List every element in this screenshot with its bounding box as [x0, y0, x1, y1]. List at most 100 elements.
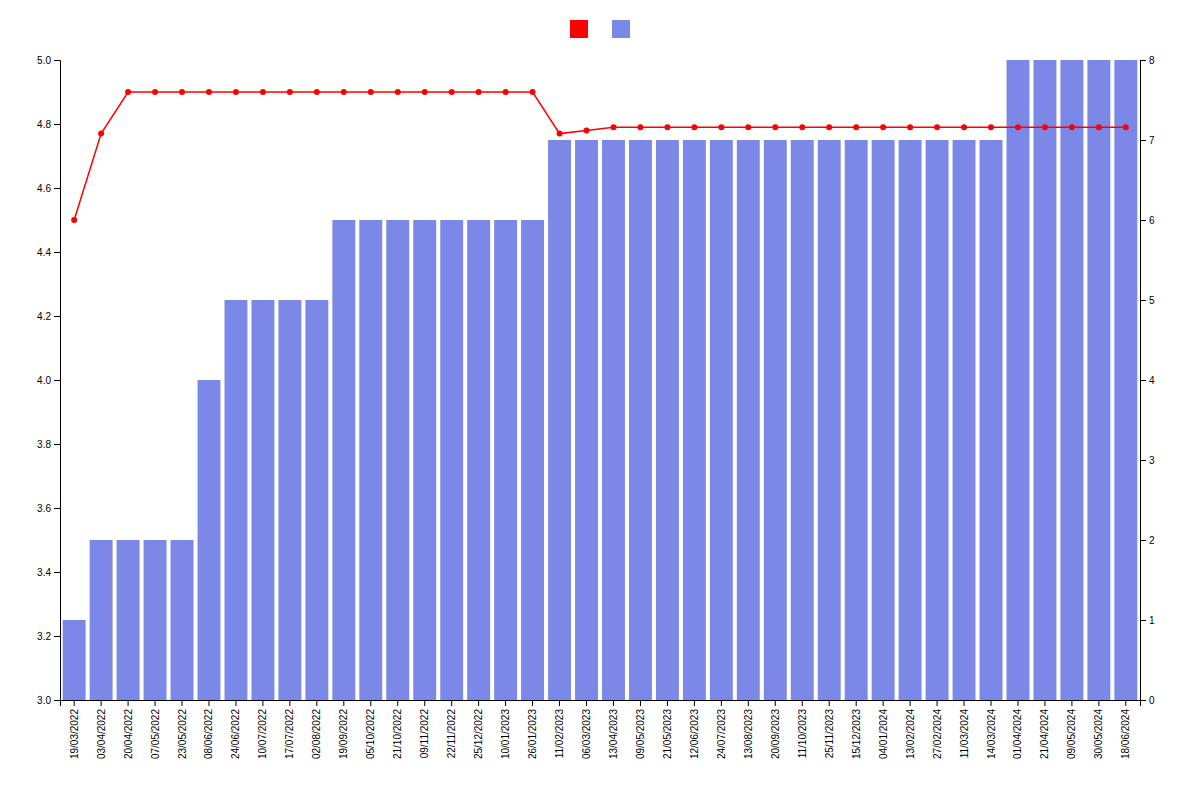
y-tick-mark — [54, 380, 60, 381]
line-marker — [584, 127, 590, 133]
x-tick-label: 02/08/2022 — [311, 709, 322, 759]
y-tick-mark — [54, 60, 60, 61]
line-marker — [799, 124, 805, 130]
line-series — [71, 89, 1129, 223]
x-tick-mark — [829, 700, 830, 706]
line-marker — [664, 124, 670, 130]
y-tick: 3.6 — [37, 503, 60, 514]
y2-tick-label: 8 — [1149, 55, 1155, 66]
y2-tick: 3 — [1140, 455, 1155, 466]
line-marker — [934, 124, 940, 130]
line-marker — [368, 89, 374, 95]
line-marker — [395, 89, 401, 95]
y-tick-mark — [54, 508, 60, 509]
y2-tick: 2 — [1140, 535, 1155, 546]
x-tick: 24/06/2022 — [230, 700, 241, 759]
y-tick: 4.2 — [37, 311, 60, 322]
x-tick: 10/01/2023 — [500, 700, 511, 759]
x-tick: 11/10/2023 — [797, 700, 808, 758]
x-tick-mark — [101, 700, 102, 706]
x-tick-label: 13/04/2023 — [608, 709, 619, 759]
x-tick: 11/03/2024 — [959, 700, 970, 758]
x-tick-label: 25/12/2022 — [473, 709, 484, 759]
line-marker — [503, 89, 509, 95]
bar — [251, 300, 274, 700]
x-tick: 23/05/2022 — [177, 700, 188, 759]
x-tick-mark — [532, 700, 533, 706]
legend — [570, 20, 630, 38]
x-tick: 02/08/2022 — [311, 700, 322, 759]
line — [74, 92, 1126, 220]
line-marker — [476, 89, 482, 95]
bar — [656, 140, 679, 700]
x-tick: 19/03/2022 — [69, 700, 80, 759]
bar — [737, 140, 760, 700]
x-tick-label: 12/06/2023 — [689, 709, 700, 759]
bar — [899, 140, 922, 700]
x-tick-label: 07/05/2022 — [150, 709, 161, 759]
x-tick-label: 24/07/2023 — [716, 709, 727, 759]
line-marker — [1123, 124, 1129, 130]
x-tick: 10/07/2022 — [257, 700, 268, 759]
y2-axis-line — [1141, 61, 1147, 701]
y-tick-label: 3.6 — [37, 503, 51, 514]
y-tick-mark — [54, 572, 60, 573]
y-axis: 3.03.23.43.63.84.04.24.44.64.85.0 — [37, 55, 60, 706]
x-tick-mark — [1071, 700, 1072, 706]
line-marker — [772, 124, 778, 130]
y2-tick: 4 — [1140, 375, 1155, 386]
x-tick: 17/07/2022 — [284, 700, 295, 759]
x-tick-mark — [316, 700, 317, 706]
x-tick-label: 11/10/2023 — [797, 709, 808, 759]
y2-tick: 6 — [1140, 215, 1155, 226]
bar — [63, 620, 86, 700]
x-tick: 09/05/2023 — [635, 700, 646, 759]
x-tick-mark — [128, 700, 129, 706]
x-tick-label: 20/04/2022 — [123, 709, 134, 759]
y2-tick-label: 4 — [1149, 375, 1155, 386]
x-tick-label: 10/07/2022 — [257, 709, 268, 759]
y2-tick-mark — [1140, 380, 1146, 381]
x-tick: 13/02/2024 — [905, 700, 916, 759]
x-tick-label: 04/01/2024 — [878, 709, 889, 759]
line-marker — [287, 89, 293, 95]
x-tick-mark — [640, 700, 641, 706]
bar — [845, 140, 868, 700]
x-tick-mark — [559, 700, 560, 706]
y2-tick-label: 2 — [1149, 535, 1155, 546]
x-tick: 22/11/2022 — [446, 700, 457, 758]
x-tick-mark — [1017, 700, 1018, 706]
y2-tick: 8 — [1140, 55, 1155, 66]
y2-tick-mark — [1140, 300, 1146, 301]
bar — [521, 220, 544, 700]
x-tick: 21/05/2023 — [662, 700, 673, 759]
x-tick: 15/12/2023 — [851, 700, 862, 759]
bar — [872, 140, 895, 700]
x-tick-label: 09/05/2024 — [1066, 709, 1077, 759]
line-marker — [179, 89, 185, 95]
bar — [629, 140, 652, 700]
x-tick-label: 10/01/2023 — [500, 709, 511, 759]
y-tick-mark — [54, 700, 60, 701]
bar — [602, 140, 625, 700]
y-tick-label: 4.6 — [37, 183, 51, 194]
line-marker — [152, 89, 158, 95]
line-marker — [610, 124, 616, 130]
y-tick-mark — [54, 124, 60, 125]
x-tick-label: 18/06/2024 — [1120, 709, 1131, 759]
bar — [1087, 60, 1110, 700]
x-tick: 24/07/2023 — [716, 700, 727, 759]
x-tick-label: 17/07/2022 — [284, 709, 295, 759]
x-tick-mark — [155, 700, 156, 706]
line-marker — [71, 217, 77, 223]
bar — [440, 220, 463, 700]
x-tick-mark — [505, 700, 506, 706]
x-tick: 27/02/2024 — [932, 700, 943, 759]
bar — [386, 220, 409, 700]
bar — [467, 220, 490, 700]
line-marker — [853, 124, 859, 130]
bar-series — [63, 60, 1138, 700]
x-tick-label: 23/05/2022 — [177, 709, 188, 759]
x-tick: 20/09/2023 — [770, 700, 781, 759]
line-marker — [206, 89, 212, 95]
